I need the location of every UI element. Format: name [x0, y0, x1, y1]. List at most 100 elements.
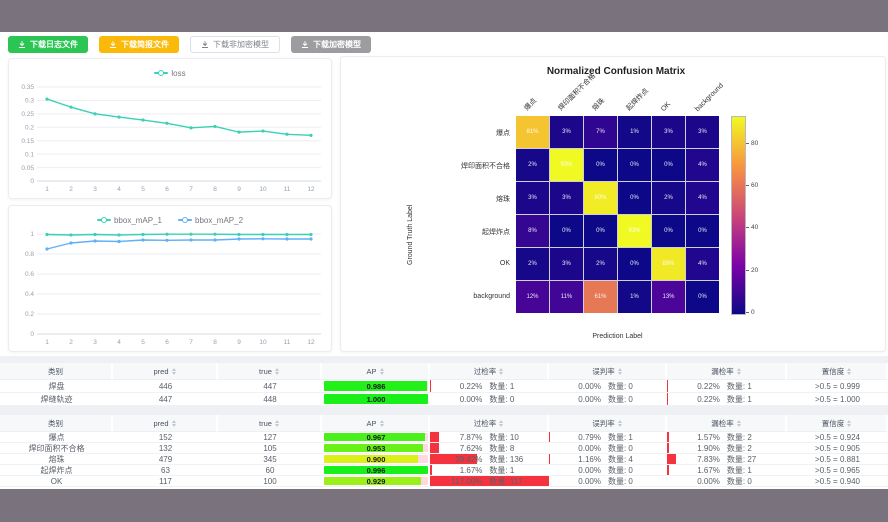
- count-value: 数量: 4: [607, 454, 633, 464]
- header-AP[interactable]: AP: [322, 363, 430, 380]
- miss-cell: 1.90% 数量: 2: [667, 443, 787, 454]
- header-过检率[interactable]: 过检率: [430, 415, 549, 432]
- header-误判率[interactable]: 误判率: [549, 363, 667, 380]
- ap-bar-track: 0.996: [324, 466, 428, 474]
- overkill-cell: 1.67% 数量: 1: [430, 465, 549, 476]
- matrix-cell-value: 89%: [662, 261, 675, 267]
- caret-up-icon: [274, 367, 279, 371]
- download-unencrypted-model-button[interactable]: 下载非加密模型: [190, 36, 280, 53]
- matrix-cell: 0%: [618, 149, 651, 181]
- header-true[interactable]: true: [218, 415, 322, 432]
- confusion-matrix-card: Normalized Confusion Matrix Ground Truth…: [340, 56, 886, 352]
- header-pred[interactable]: pred: [113, 415, 218, 432]
- ap-bar: [324, 455, 418, 463]
- caret-down-icon: [171, 423, 176, 427]
- download-log-button[interactable]: 下载日志文件: [8, 36, 88, 53]
- caret-down-icon: [847, 371, 852, 375]
- matrix-cell: 0%: [652, 215, 685, 247]
- svg-text:3: 3: [93, 186, 97, 193]
- matrix-cell: 3%: [550, 182, 583, 214]
- sort-icon: [617, 367, 622, 375]
- header-置信度[interactable]: 置信度: [787, 415, 888, 432]
- ap-value: 0.996: [366, 466, 386, 474]
- matrix-cell-value: 8%: [528, 228, 537, 234]
- ap-bar-track: 0.967: [324, 433, 428, 441]
- matrix-cell: 89%: [652, 248, 685, 280]
- matrix-cell: 3%: [652, 116, 685, 148]
- count-value: 数量: 0: [607, 394, 633, 404]
- svg-text:0.25: 0.25: [21, 111, 34, 118]
- svg-text:0.35: 0.35: [21, 84, 34, 91]
- caret-down-icon: [379, 371, 384, 375]
- colorbar-tick-label: 60: [751, 181, 759, 189]
- header-误判率[interactable]: 误判率: [549, 415, 667, 432]
- ap-bar-track: 0.986: [324, 381, 428, 391]
- header-漏检率[interactable]: 漏检率: [667, 415, 787, 432]
- matrix-cell-value: 12%: [526, 294, 539, 300]
- matrix-column-label: background: [694, 82, 725, 113]
- legend-item-bbox_mAP_2[interactable]: bbox_mAP_2: [178, 212, 243, 228]
- misjudge-cell: 0.00% 数量: 0: [549, 465, 667, 476]
- sort-icon: [379, 419, 384, 427]
- matrix-cell-value: 7%: [596, 129, 605, 135]
- class-cell: 爆点: [0, 432, 113, 443]
- miss-bar: [667, 432, 669, 442]
- download-report-button[interactable]: 下载简报文件: [99, 36, 179, 53]
- svg-text:4: 4: [117, 186, 121, 193]
- matrix-row-label: 熔珠: [496, 196, 510, 203]
- count-value: 数量: 0: [607, 443, 633, 453]
- download-icon: [18, 40, 26, 49]
- caret-down-icon: [499, 423, 504, 427]
- overkill-cell: 117.00% 数量: 117: [430, 476, 549, 487]
- matrix-cell: 0%: [584, 149, 617, 181]
- caret-up-icon: [379, 367, 384, 371]
- matrix-title: Normalized Confusion Matrix: [546, 66, 686, 77]
- matrix-cell: 0%: [686, 281, 719, 313]
- count-value: 数量: 2: [726, 432, 752, 442]
- ap-cell: 0.900: [322, 454, 430, 465]
- header-置信度[interactable]: 置信度: [787, 363, 888, 380]
- ap-value: 0.900: [366, 455, 386, 463]
- bbox-map-chart-card: bbox_mAP_1 bbox_mAP_2 0 0.2 0.4 0.6 0.8 1 1 2 3 4 5 6…: [8, 205, 332, 352]
- matrix-cell-value: 0%: [596, 228, 605, 234]
- caret-up-icon: [847, 367, 852, 371]
- header-漏检率[interactable]: 漏检率: [667, 363, 787, 380]
- caret-up-icon: [617, 419, 622, 423]
- line-chart-svg: 00.050.10.150.20.250.30.351 2 3 4 5 6 7 8 9 10 11 1…: [21, 84, 321, 193]
- header-过检率[interactable]: 过检率: [430, 363, 549, 380]
- header-pred[interactable]: pred: [113, 363, 218, 380]
- header-true[interactable]: true: [218, 363, 322, 380]
- pred-cell: 447: [113, 393, 218, 406]
- colorbar-tick: 20: [746, 267, 758, 274]
- class-cell: 焊印面积不合格: [0, 443, 113, 454]
- true-cell: 127: [218, 432, 322, 443]
- pct-value: 117.00%: [451, 476, 483, 486]
- svg-text:12: 12: [307, 186, 315, 193]
- overkill-bar: [430, 476, 549, 486]
- caret-down-icon: [499, 371, 504, 375]
- caret-up-icon: [171, 419, 176, 423]
- caret-up-icon: [171, 367, 176, 371]
- pct-value: 0.00%: [578, 394, 601, 404]
- header-label: 置信度: [821, 418, 845, 428]
- matrix-cell: 3%: [686, 116, 719, 148]
- count-value: 数量: 1: [607, 432, 633, 442]
- button-label: 下载日志文件: [30, 39, 78, 49]
- legend-item-bbox_mAP_1[interactable]: bbox_mAP_1: [96, 212, 162, 228]
- matrix-row-label: 爆点: [496, 130, 510, 137]
- svg-text:4: 4: [117, 339, 121, 346]
- header-AP[interactable]: AP: [322, 415, 430, 432]
- caret-down-icon: [617, 423, 622, 427]
- matrix-cell: 0%: [550, 215, 583, 247]
- pct-value: 7.87%: [459, 432, 483, 442]
- matrix-cell: 93%: [618, 215, 651, 247]
- matrix-cell-value: 0%: [698, 228, 707, 234]
- legend-item-loss[interactable]: loss: [154, 65, 186, 81]
- download-encrypted-model-button[interactable]: 下载加密模型: [291, 36, 371, 53]
- header-label: pred: [153, 366, 169, 376]
- download-icon: [201, 40, 209, 49]
- legend-label: loss: [171, 68, 186, 78]
- matrix-cell: 13%: [652, 281, 685, 313]
- ap-bar-track: 0.900: [324, 455, 428, 463]
- svg-text:0: 0: [30, 331, 34, 338]
